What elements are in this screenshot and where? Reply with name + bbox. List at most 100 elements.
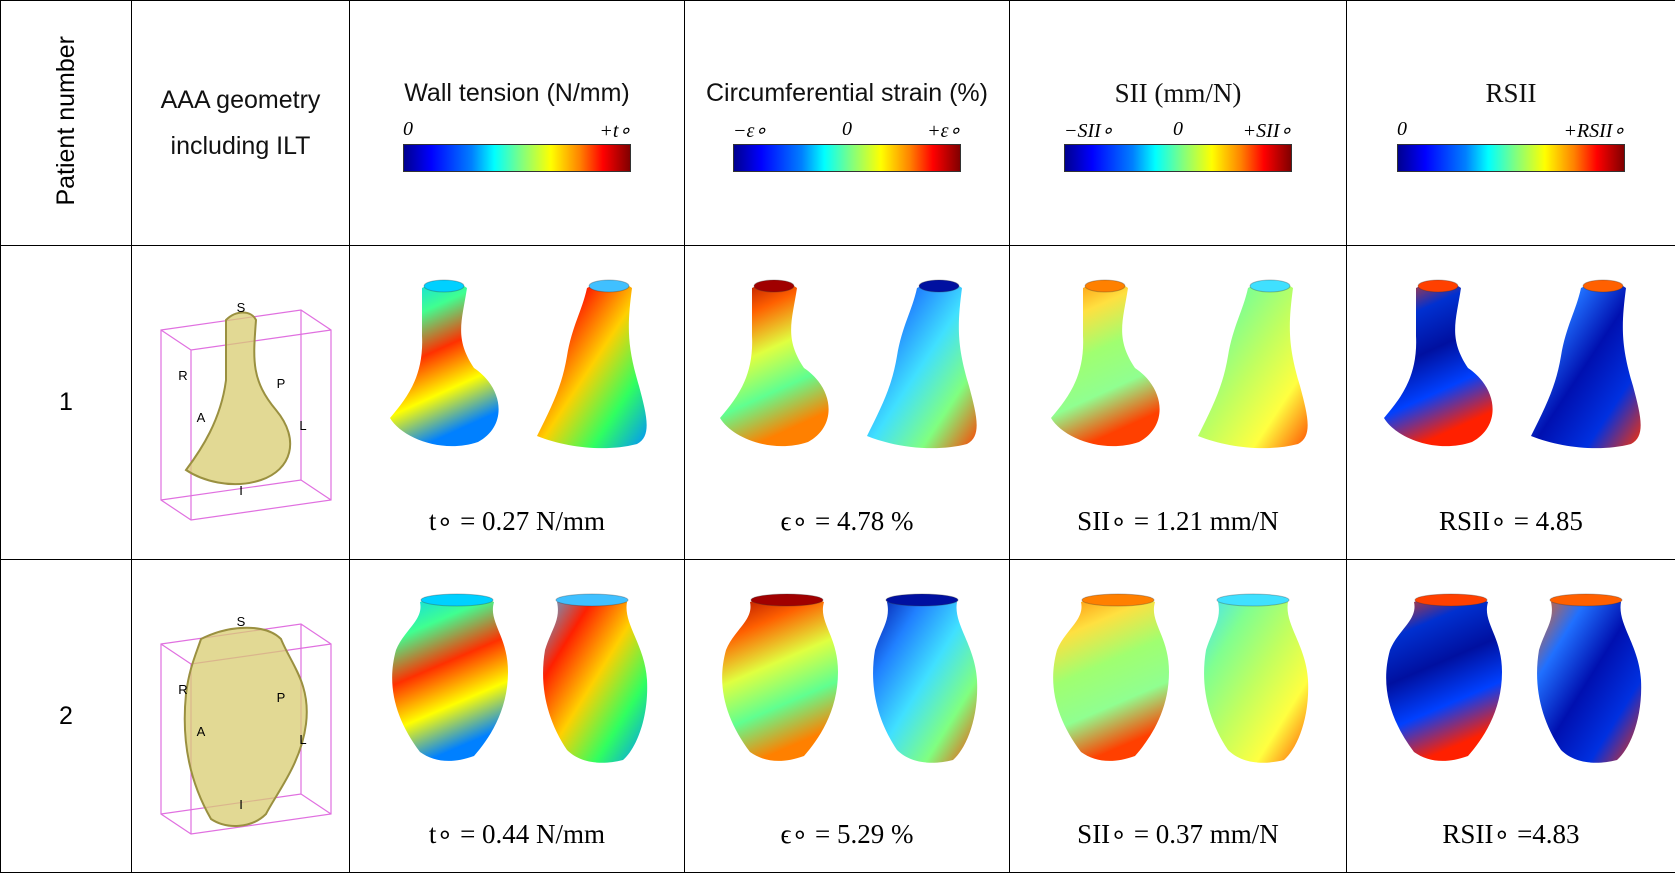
- axis-label: P: [276, 376, 285, 391]
- aaa-surface: [720, 282, 829, 446]
- colorbar-label: −ε∘: [733, 118, 767, 143]
- patient-cell: 2: [1, 560, 132, 873]
- colorbar-gradient: [1397, 144, 1625, 172]
- aaa-surface: [1531, 282, 1641, 448]
- header-cell: AAA geometry including ILT: [132, 1, 350, 246]
- vessel-opening: [1085, 280, 1125, 292]
- axis-label: A: [196, 724, 205, 739]
- view: [1531, 280, 1641, 448]
- colorbar-label: +SII∘: [1243, 118, 1292, 143]
- vessel-opening: [1583, 280, 1623, 292]
- vessel-opening: [886, 594, 958, 606]
- aaa-surface: [390, 282, 499, 446]
- header-text: RSII: [1347, 70, 1675, 116]
- result-figure: [1361, 572, 1661, 782]
- patient-number: 1: [59, 388, 73, 416]
- result-value: SII∘ = 0.37 mm/N: [1010, 819, 1346, 850]
- header-cell: Circumferential strain (%)−ε∘0+ε∘: [685, 1, 1010, 246]
- result-cell: ϵ∘ = 4.78 %: [685, 246, 1010, 560]
- result-value: t∘ = 0.44 N/mm: [350, 819, 684, 850]
- result-value: t∘ = 0.27 N/mm: [350, 506, 684, 537]
- vessel-opening: [421, 594, 493, 606]
- result-images: [685, 572, 1009, 782]
- vessel-opening: [751, 594, 823, 606]
- view: [722, 594, 838, 761]
- header-text: SII (mm/N): [1010, 70, 1346, 116]
- vessel-opening: [1082, 594, 1154, 606]
- axis-label: A: [196, 410, 205, 425]
- header-cell: SII (mm/N)−SII∘0+SII∘: [1010, 1, 1347, 246]
- geometry-cell: S R P A L I: [132, 246, 350, 560]
- aaa-surface: [722, 595, 838, 761]
- result-images: [1347, 572, 1675, 782]
- result-images: [1010, 258, 1346, 468]
- aaa-surface: [1053, 595, 1169, 761]
- result-images: [350, 258, 684, 468]
- colorbar-gradient: [403, 144, 631, 172]
- result-cell: t∘ = 0.27 N/mm: [350, 246, 685, 560]
- view: [1198, 280, 1308, 448]
- result-figure: [697, 258, 997, 468]
- view: [1537, 594, 1641, 763]
- view: [390, 280, 499, 446]
- patient-cell: 1: [1, 246, 132, 560]
- aaa-surface: [1204, 595, 1308, 763]
- header-cell: Wall tension (N/mm)0+t∘: [350, 1, 685, 246]
- vessel-opening: [424, 280, 464, 292]
- result-images: [1347, 258, 1675, 468]
- colorbar-gradient: [1064, 144, 1292, 172]
- view: [537, 280, 647, 448]
- axis-label: R: [178, 368, 187, 383]
- geometry-image: S R P A L I: [141, 270, 341, 530]
- result-figure: [1028, 572, 1328, 782]
- results-table: Patient number AAA geometry including IL…: [0, 0, 1675, 873]
- aaa-surface: [1051, 282, 1160, 446]
- result-figure: [367, 572, 667, 782]
- header-row: Patient number AAA geometry including IL…: [1, 1, 1675, 246]
- axis-label: I: [239, 483, 243, 498]
- aaa-surface: [537, 282, 647, 448]
- vessel-opening: [1418, 280, 1458, 292]
- aaa-surface: [1384, 282, 1493, 446]
- header-text: Wall tension (N/mm): [350, 70, 684, 116]
- result-figure: [367, 258, 667, 468]
- aaa-surface: [873, 595, 977, 763]
- vessel-opening: [919, 280, 959, 292]
- header-text: Patient number: [52, 36, 81, 206]
- vessel-opening: [1250, 280, 1290, 292]
- result-figure: [697, 572, 997, 782]
- header-text: AAA geometry including ILT: [132, 77, 349, 169]
- colorbar-label: +ε∘: [927, 118, 961, 143]
- vessel-opening: [1550, 594, 1622, 606]
- result-figure: [1028, 258, 1328, 468]
- view: [543, 594, 647, 763]
- colorbar-label: 0: [842, 118, 852, 141]
- result-value: ϵ∘ = 5.29 %: [685, 819, 1009, 850]
- axis-label: S: [236, 614, 245, 629]
- result-figure: [1361, 258, 1661, 468]
- axis-label: I: [239, 797, 243, 812]
- colorbar: −SII∘0+SII∘: [1064, 118, 1292, 176]
- result-value: SII∘ = 1.21 mm/N: [1010, 506, 1346, 537]
- colorbar: 0+RSII∘: [1397, 118, 1625, 176]
- result-cell: ϵ∘ = 5.29 %: [685, 560, 1010, 873]
- colorbar-label: 0: [1173, 118, 1183, 141]
- view: [1051, 280, 1160, 446]
- header-cell: Patient number: [1, 1, 132, 246]
- view: [867, 280, 977, 448]
- axis-label: L: [299, 418, 306, 433]
- result-value: ϵ∘ = 4.78 %: [685, 506, 1009, 537]
- vessel-opening: [1217, 594, 1289, 606]
- view: [720, 280, 829, 446]
- axis-label: L: [299, 732, 306, 747]
- axis-label: S: [236, 300, 245, 315]
- result-images: [350, 572, 684, 782]
- result-images: [1010, 572, 1346, 782]
- vessel-opening: [754, 280, 794, 292]
- aaa-surface: [392, 595, 508, 761]
- aaa-surface: [867, 282, 977, 448]
- colorbar-label: +t∘: [599, 118, 631, 143]
